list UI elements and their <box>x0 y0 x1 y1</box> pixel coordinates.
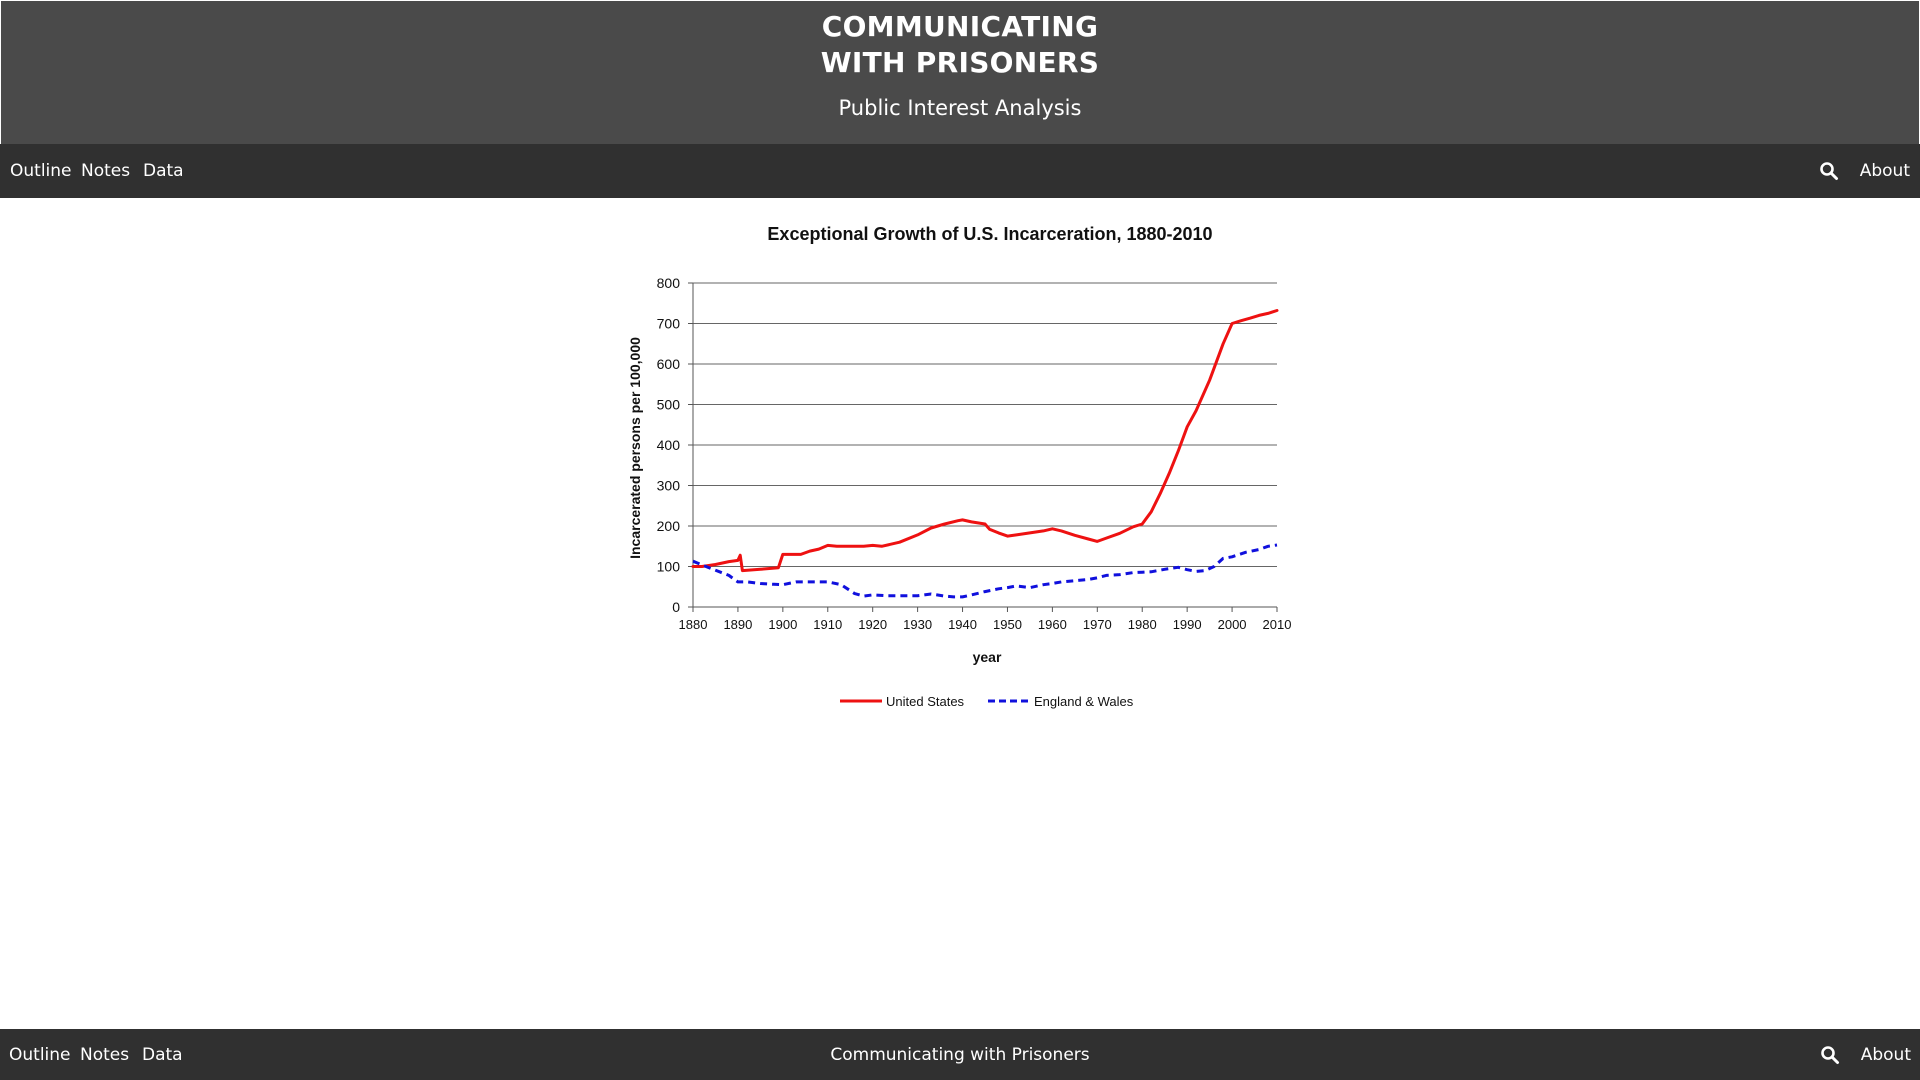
nav-link-outline[interactable]: Outline <box>10 161 72 181</box>
incarceration-chart: Exceptional Growth of U.S. Incarceration… <box>610 210 1310 720</box>
site-subtitle: Public Interest Analysis <box>838 96 1082 120</box>
chart-legend: United States England & Wales <box>840 694 1134 709</box>
x-tick-label: 1950 <box>993 617 1022 632</box>
site-title: COMMUNICATING WITH PRISONERS <box>1 1 1919 81</box>
y-tick-label: 600 <box>657 356 681 372</box>
search-button[interactable] <box>1819 161 1839 181</box>
y-axis-label: Incarcerated persons per 100,000 <box>627 337 643 559</box>
search-icon <box>1821 1045 1839 1064</box>
x-tick-label: 1910 <box>813 617 842 632</box>
nav-link-about[interactable]: About <box>1859 161 1910 181</box>
legend-label: United States <box>886 694 965 709</box>
footer-site-name: Communicating with Prisoners <box>830 1044 1090 1065</box>
series-line-united-states <box>691 309 1279 573</box>
y-tick-label: 100 <box>657 559 681 575</box>
x-tick-label: 2000 <box>1218 617 1247 632</box>
top-nav-bar: Outline Notes Data About <box>0 144 1920 198</box>
x-tick-label: 1900 <box>768 617 797 632</box>
x-tick-label: 1960 <box>1038 617 1067 632</box>
x-tick-label: 1920 <box>858 617 887 632</box>
x-tick-label: 2010 <box>1263 617 1292 632</box>
x-tick-label: 1940 <box>948 617 977 632</box>
site-title-line2: WITH PRISONERS <box>820 46 1100 79</box>
x-tick-label: 1930 <box>903 617 932 632</box>
series-line-england-wales <box>692 543 1278 599</box>
y-tick-label: 500 <box>657 397 681 413</box>
x-axis-ticks: 1880 1890 1900 1910 1920 1930 1940 1950 1960 1970… <box>679 607 1292 632</box>
site-header: COMMUNICATING WITH PRISONERS Public Inte… <box>1 1 1919 144</box>
x-tick-label: 1880 <box>679 617 708 632</box>
footer-search-button[interactable] <box>1820 1045 1840 1065</box>
y-tick-label: 400 <box>657 437 681 453</box>
bottom-nav-bar: Outline Notes Data Communicating with Pr… <box>0 1029 1920 1080</box>
footer-link-notes[interactable]: Notes <box>80 1044 130 1065</box>
site-title-line1: COMMUNICATING <box>821 10 1099 43</box>
x-tick-label: 1890 <box>723 617 752 632</box>
x-tick-label: 1990 <box>1173 617 1202 632</box>
footer-link-data[interactable]: Data <box>142 1044 183 1065</box>
y-axis-ticks: 0 100 200 300 400 500 600 700 800 <box>657 275 693 615</box>
search-icon <box>1820 162 1838 180</box>
y-tick-label: 300 <box>657 478 681 494</box>
x-tick-label: 1980 <box>1128 617 1157 632</box>
y-tick-label: 0 <box>672 599 680 615</box>
chart-title: Exceptional Growth of U.S. Incarceration… <box>767 224 1212 244</box>
legend-label: England & Wales <box>1034 694 1134 709</box>
nav-link-data[interactable]: Data <box>143 161 184 181</box>
chart-series <box>691 309 1279 599</box>
footer-link-about[interactable]: About <box>1860 1044 1911 1065</box>
y-tick-label: 700 <box>657 316 681 332</box>
y-tick-label: 800 <box>657 275 681 291</box>
chart-svg: Exceptional Growth of U.S. Incarceration… <box>627 224 1292 709</box>
x-axis-label: year <box>973 649 1002 665</box>
y-tick-label: 200 <box>657 518 681 534</box>
nav-link-notes[interactable]: Notes <box>81 161 131 181</box>
footer-link-outline[interactable]: Outline <box>9 1044 71 1065</box>
x-tick-label: 1970 <box>1083 617 1112 632</box>
